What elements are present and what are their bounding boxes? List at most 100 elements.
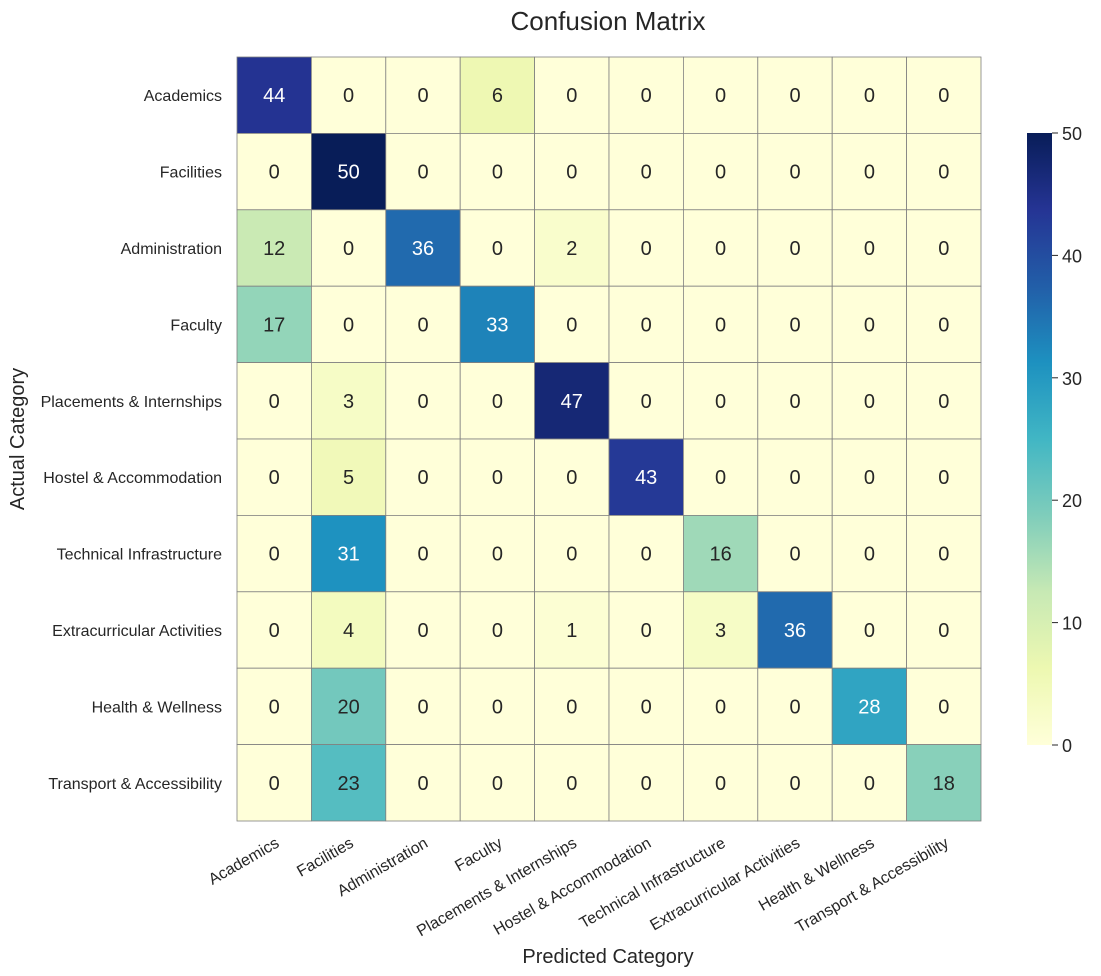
heatmap-cell: [459, 438, 536, 516]
heatmap-cell-value: 0: [715, 162, 726, 184]
heatmap-cell: [459, 591, 536, 669]
heatmap-cell: [459, 515, 536, 593]
heatmap-cell: [385, 132, 461, 211]
heatmap-cell-value: 0: [417, 544, 428, 566]
heatmap-cell-value: 0: [417, 391, 428, 413]
heatmap-cell-value: 0: [417, 85, 428, 107]
heatmap-cell-value: 0: [492, 391, 503, 413]
heatmap-cell: [757, 515, 833, 593]
heatmap-cell: [608, 744, 684, 822]
heatmap-cell: [831, 132, 908, 211]
heatmap-cell-value: 0: [492, 773, 503, 795]
heatmap-cell-value: 17: [263, 314, 285, 336]
chart-title: Confusion Matrix: [510, 6, 705, 36]
heatmap-cell-value: 0: [864, 314, 875, 336]
heatmap-cell-value: 1: [566, 620, 577, 642]
y-tick-label: Faculty: [170, 317, 222, 334]
heatmap-cells: [236, 56, 982, 822]
heatmap-cell: [310, 132, 387, 211]
heatmap-cell-value: 0: [417, 467, 428, 489]
heatmap-cell: [831, 209, 908, 287]
colorbar-ticks: 0 10 20 30 40 50: [1052, 124, 1082, 756]
heatmap-cell-value: 0: [269, 544, 280, 566]
heatmap-cell: [310, 667, 387, 746]
heatmap-cell: [831, 744, 908, 822]
heatmap-cell: [906, 515, 982, 593]
heatmap-cell-value: 20: [337, 696, 359, 718]
heatmap-cell: [385, 438, 461, 516]
heatmap-cell: [906, 591, 982, 669]
heatmap-cell-value: 3: [343, 391, 354, 413]
heatmap-cell-value: 0: [789, 162, 800, 184]
heatmap-cell-value: 50: [337, 162, 359, 184]
heatmap-cell-value: 0: [492, 238, 503, 260]
heatmap-cell-value: 4: [343, 620, 354, 642]
heatmap-cell-value: 0: [715, 85, 726, 107]
heatmap-cell-value: 0: [641, 696, 652, 718]
heatmap-cell: [831, 285, 908, 364]
heatmap-cell: [757, 591, 833, 669]
colorbar-tick-label: 40: [1062, 246, 1082, 266]
heatmap-cell-value: 0: [864, 162, 875, 184]
heatmap-cell-value: 0: [343, 238, 354, 260]
heatmap-cell: [534, 744, 610, 822]
heatmap-cell-value: 47: [561, 391, 583, 413]
heatmap-cell-value: 0: [864, 238, 875, 260]
heatmap-cell-value: 44: [263, 85, 285, 107]
heatmap-cell-value: 0: [641, 314, 652, 336]
y-tick-label: Technical Infrastructure: [57, 547, 223, 564]
heatmap-cell-value: 6: [492, 85, 503, 107]
heatmap-cell-value: 0: [789, 314, 800, 336]
heatmap-cell: [757, 362, 833, 440]
heatmap-cell: [534, 438, 610, 516]
heatmap-cell: [534, 362, 610, 440]
heatmap-cell: [534, 209, 610, 287]
heatmap-cell-value: 0: [715, 467, 726, 489]
heatmap-cell: [906, 132, 982, 211]
heatmap-cell: [831, 667, 908, 746]
x-tick-label: Academics: [206, 835, 282, 889]
heatmap-cell-value: 0: [641, 620, 652, 642]
heatmap-cell: [608, 438, 684, 516]
heatmap-cell-value: 0: [269, 162, 280, 184]
heatmap-cell-value: 0: [789, 544, 800, 566]
heatmap-cell: [683, 667, 759, 746]
heatmap-cell-value: 0: [641, 391, 652, 413]
heatmap-cell-value: 0: [641, 238, 652, 260]
heatmap-cell-value: 0: [492, 162, 503, 184]
heatmap-cell-value: 0: [864, 391, 875, 413]
heatmap-cell-value: 0: [566, 467, 577, 489]
heatmap-cell-value: 0: [343, 314, 354, 336]
colorbar: [1027, 133, 1052, 745]
heatmap-cell: [534, 285, 610, 364]
heatmap-cell: [459, 667, 536, 746]
heatmap-cell-value: 0: [566, 85, 577, 107]
heatmap-cell-value: 0: [269, 391, 280, 413]
heatmap-cell-value: 0: [715, 391, 726, 413]
heatmap-cell-value: 0: [938, 391, 949, 413]
y-tick-label: Extracurricular Activities: [52, 623, 222, 640]
y-tick-label: Academics: [144, 88, 222, 105]
heatmap-cell-value: 36: [412, 238, 434, 260]
heatmap-cell: [236, 209, 312, 287]
heatmap-cell-value: 0: [938, 620, 949, 642]
heatmap-cell-value: 0: [566, 773, 577, 795]
heatmap-cell-value: 0: [938, 544, 949, 566]
heatmap-cell: [831, 591, 908, 669]
heatmap-cell-value: 0: [864, 544, 875, 566]
x-tick-label: Faculty: [452, 835, 505, 876]
heatmap-cell-value: 0: [938, 238, 949, 260]
heatmap-cell: [459, 744, 536, 822]
heatmap-cell-value: 0: [938, 85, 949, 107]
heatmap-cell: [385, 209, 461, 287]
heatmap-cell: [683, 209, 759, 287]
heatmap-cell: [236, 438, 312, 516]
y-tick-label: Administration: [121, 241, 222, 258]
heatmap-cell: [534, 56, 610, 134]
heatmap-cell: [236, 744, 312, 822]
heatmap-cell: [608, 132, 684, 211]
y-tick-label: Hostel & Accommodation: [43, 470, 222, 487]
x-axis-label: Predicted Category: [522, 946, 693, 968]
heatmap-cell-value: 0: [641, 85, 652, 107]
heatmap-cell-value: 0: [641, 544, 652, 566]
